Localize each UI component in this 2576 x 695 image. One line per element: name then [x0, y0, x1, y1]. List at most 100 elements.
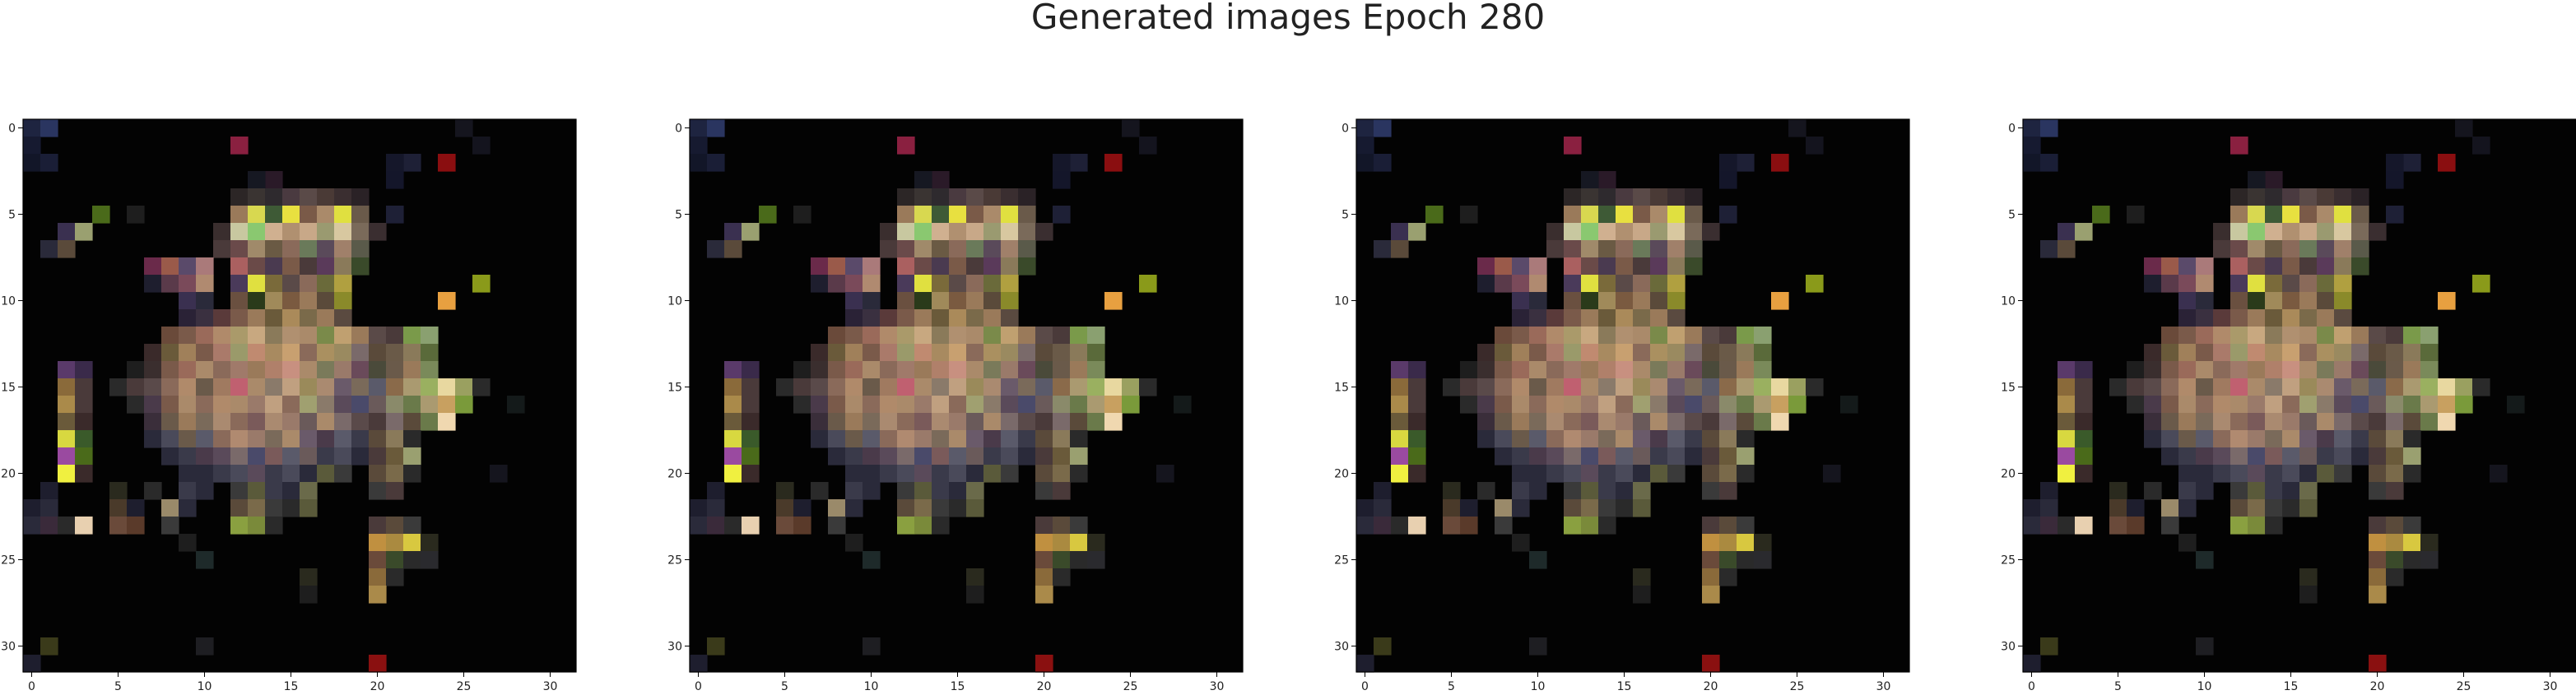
image-pixel: [2369, 378, 2387, 396]
image-pixel: [386, 206, 404, 224]
image-pixel: [403, 327, 421, 345]
image-pixel: [1477, 361, 1495, 379]
image-pixel: [932, 292, 950, 310]
image-pixel: [1546, 465, 1565, 483]
image-pixel: [1754, 396, 1772, 414]
image-pixel: [932, 171, 950, 189]
image-pixel: [334, 396, 352, 414]
image-pixel: [1356, 499, 1374, 517]
image-pixel: [1719, 482, 1737, 500]
image-pixel: [1719, 206, 1737, 224]
image-pixel: [1460, 517, 1478, 535]
image-pixel: [213, 378, 231, 396]
image-pixel: [1616, 206, 1634, 224]
image-pixel: [1667, 430, 1686, 448]
image-pixel: [880, 447, 898, 466]
image-pixel: [403, 361, 421, 379]
image-pixel: [1460, 206, 1478, 224]
image-pixel: [248, 413, 266, 431]
image-pixel: [2196, 551, 2214, 569]
image-pixel: [1053, 413, 1071, 431]
image-pixel: [966, 292, 984, 310]
image-pixel: [880, 327, 898, 345]
image-pixel: [932, 240, 950, 258]
image-pixel: [1391, 396, 1409, 414]
image-pixel: [949, 396, 967, 414]
image-pixel: [213, 223, 231, 241]
image-pixel: [455, 119, 473, 137]
image-pixel: [179, 396, 197, 414]
image-pixel: [161, 327, 179, 345]
image-pixel: [1156, 465, 1174, 483]
image-pixel: [2230, 223, 2248, 241]
image-pixel: [2230, 344, 2248, 362]
image-pixel: [1581, 361, 1599, 379]
image-pixel: [2230, 447, 2248, 466]
y-tick-label: 25: [667, 554, 682, 568]
image-pixel: [1806, 378, 1824, 396]
image-pixel: [1443, 378, 1461, 396]
image-pixel: [863, 378, 881, 396]
image-pixel: [421, 361, 439, 379]
image-pixel: [1512, 396, 1530, 414]
image-pixel: [2161, 499, 2179, 517]
image-pixel: [2299, 465, 2318, 483]
image-pixel: [2282, 188, 2300, 206]
image-pixel: [317, 361, 335, 379]
image-pixel: [2317, 240, 2335, 258]
image-pixel: [1719, 378, 1737, 396]
image-pixel: [317, 188, 335, 206]
image-pixel: [2282, 430, 2300, 448]
image-pixel: [2386, 482, 2404, 500]
image-pixel: [1788, 119, 1806, 137]
image-pixel: [1685, 413, 1703, 431]
image-pixel: [2265, 517, 2283, 535]
image-pixel: [966, 206, 984, 224]
x-tick-label: 20: [1037, 680, 1052, 693]
image-pixel: [1001, 344, 1019, 362]
image-pixel: [230, 430, 249, 448]
image-pixel: [2299, 188, 2318, 206]
image-pixel: [1650, 396, 1668, 414]
image-pixel: [2196, 327, 2214, 345]
image-pixel: [265, 396, 283, 414]
image-pixel: [2023, 499, 2041, 517]
image-pixel: [828, 327, 846, 345]
image-pixel: [144, 344, 162, 362]
image-pixel: [1581, 465, 1599, 483]
image-pixel: [23, 655, 41, 673]
figure-title: Generated images Epoch 280: [1030, 0, 1546, 37]
image-pixel: [1633, 275, 1651, 293]
y-tick-label: 25: [2001, 554, 2016, 568]
image-pixel: [2317, 206, 2335, 224]
image-pixel: [1616, 223, 1634, 241]
image-pixel: [2334, 361, 2352, 379]
image-pixel: [2369, 655, 2387, 673]
axes-frame: [689, 118, 1244, 673]
image-pixel: [880, 361, 898, 379]
image-pixel: [2230, 465, 2248, 483]
y-tick-label: 15: [1334, 382, 1349, 395]
image-pixel: [1633, 568, 1651, 586]
image-pixel: [2299, 361, 2318, 379]
image-pixel: [179, 257, 197, 276]
image-pixel: [1564, 257, 1582, 276]
image-pixel: [1018, 361, 1036, 379]
image-pixel: [2196, 275, 2214, 293]
image-pixel: [1581, 327, 1599, 345]
image-pixel: [386, 327, 404, 345]
image-pixel: [2386, 206, 2404, 224]
image-pixel: [1650, 257, 1668, 276]
image-pixel: [1667, 240, 1686, 258]
image-pixel: [863, 275, 881, 293]
image-pixel: [1685, 378, 1703, 396]
image-pixel: [2265, 499, 2283, 517]
image-pixel: [863, 637, 881, 656]
image-pixel: [1564, 309, 1582, 327]
image-pixel: [1771, 413, 1789, 431]
image-pixel: [161, 413, 179, 431]
image-pixel: [230, 257, 249, 276]
y-tick-label: 30: [1, 641, 16, 654]
image-pixel: [369, 396, 387, 414]
image-pixel: [230, 396, 249, 414]
